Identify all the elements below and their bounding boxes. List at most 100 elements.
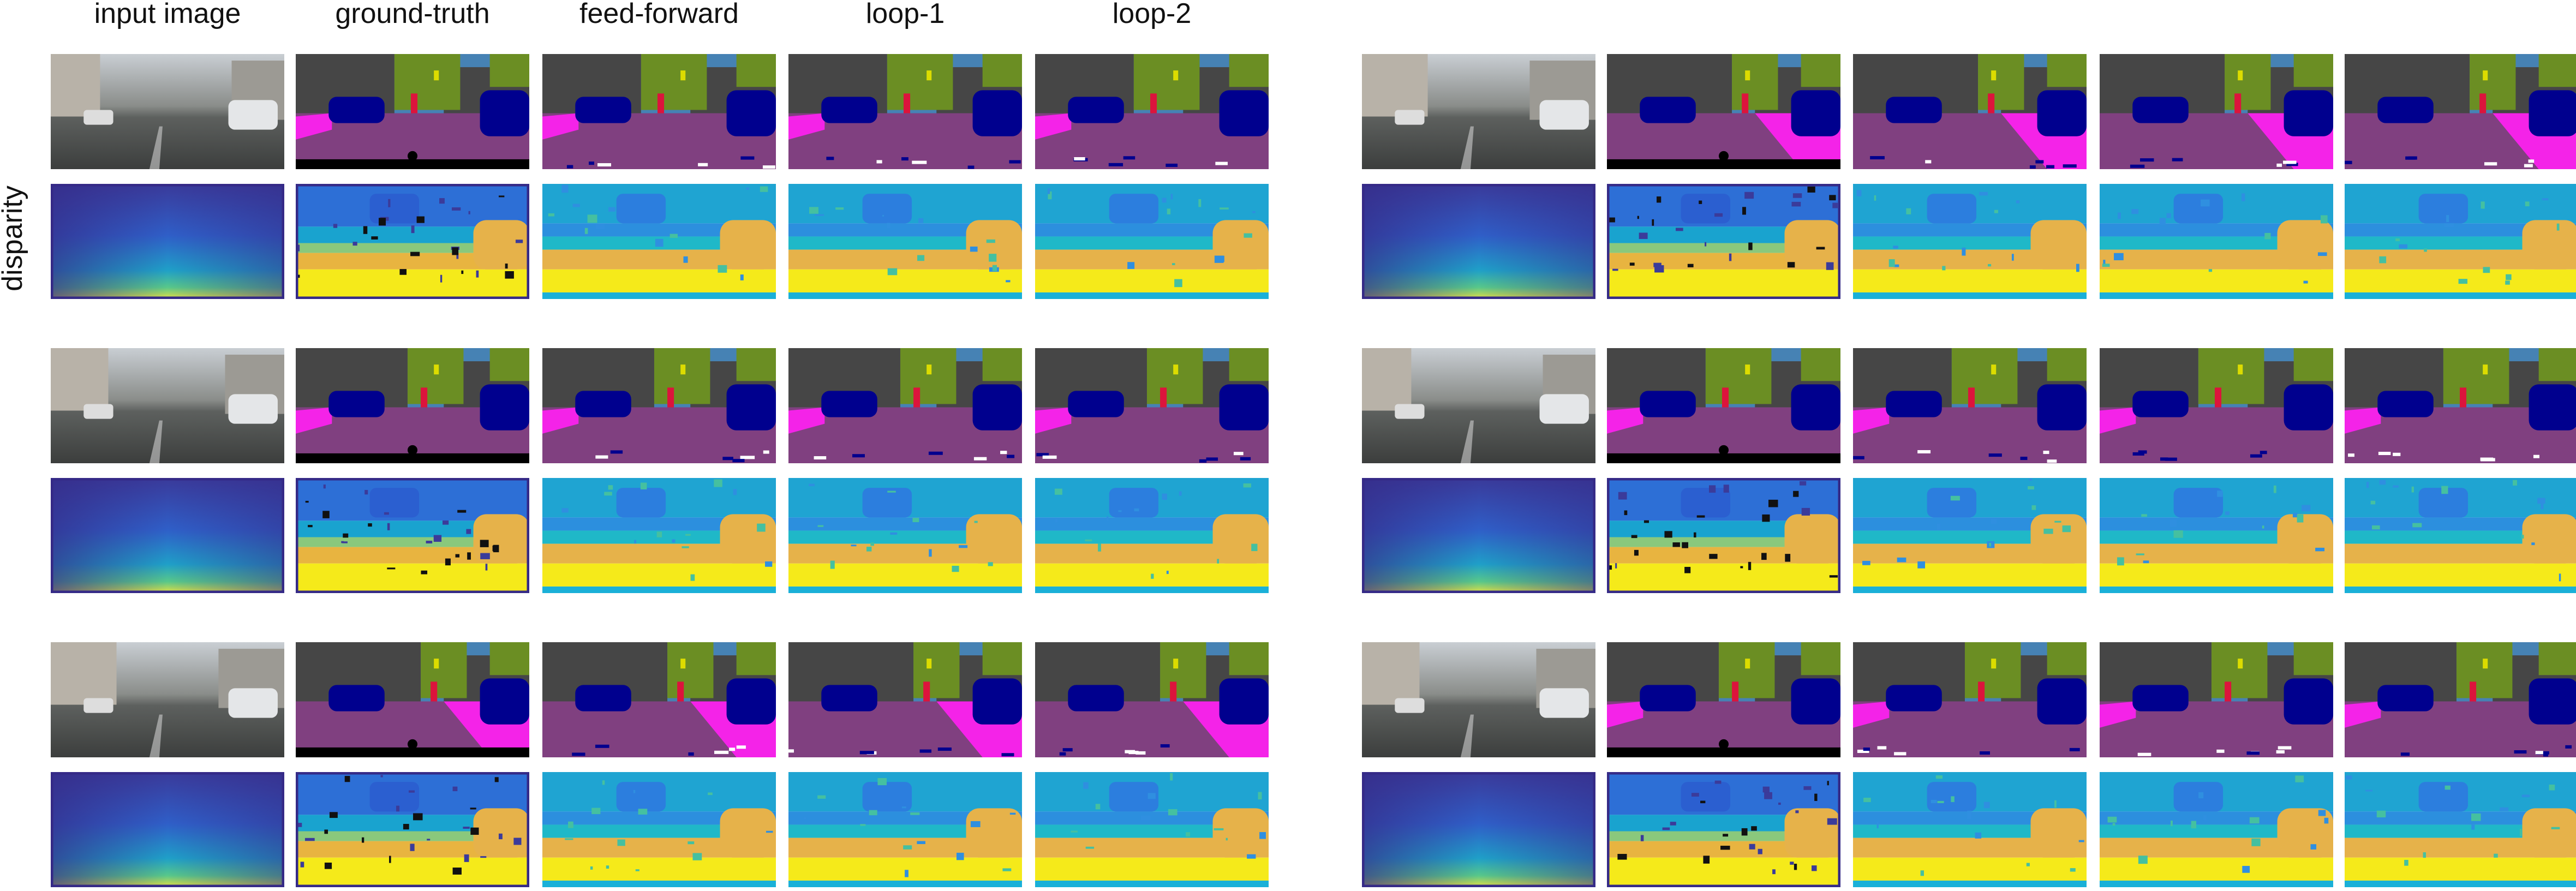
disparity-band: [2100, 563, 2333, 587]
noise: [2278, 746, 2292, 750]
sign: [1173, 70, 1179, 81]
disparity-noise: [464, 854, 469, 862]
car: [1791, 678, 1840, 725]
disparity-noise: [1748, 561, 1752, 570]
vegetation: [1705, 348, 1772, 404]
disparity-noise: [2444, 223, 2454, 228]
vegetation: [982, 54, 1022, 87]
vegetation: [1229, 348, 1269, 381]
disparity-noise: [1983, 802, 1990, 809]
noise: [595, 744, 609, 748]
noise: [2069, 748, 2080, 751]
disparity-noise: [817, 795, 826, 799]
disparity-noise: [2016, 200, 2020, 204]
building: [1362, 642, 1420, 705]
disparity-noise: [515, 240, 523, 243]
disparity-noise: [410, 844, 415, 851]
panel: [2100, 478, 2333, 593]
vegetation: [736, 348, 776, 381]
disparity-noise: [1827, 781, 1829, 786]
disparity-noise: [809, 483, 815, 487]
sidewalk: [2100, 701, 2136, 728]
panel: [2100, 642, 2333, 757]
noise: [2046, 165, 2055, 169]
noise: [2172, 158, 2183, 162]
disparity-noise: [413, 813, 423, 821]
disparity-noise: [480, 553, 490, 559]
vegetation: [736, 54, 776, 87]
disparity-noise: [2317, 252, 2327, 256]
car: [972, 384, 1022, 430]
disparity-noise: [498, 195, 505, 198]
disparity-noise: [638, 809, 648, 815]
disparity-noise: [1758, 848, 1762, 854]
disparity-noise: [1744, 192, 1754, 199]
noise: [2533, 455, 2539, 458]
panel: [2100, 348, 2333, 463]
disparity-noise: [917, 841, 925, 844]
disparity-noise: [1988, 264, 1992, 267]
disparity-noise: [1994, 210, 1998, 213]
disparity-band: [788, 292, 1022, 299]
disparity-noise: [608, 207, 615, 212]
disparity-noise: [1893, 264, 1899, 267]
disparity: [51, 478, 284, 593]
noise: [1001, 753, 1014, 757]
noise: [859, 751, 874, 755]
disparity-noise: [568, 821, 573, 828]
disparity-noise: [655, 238, 664, 247]
person: [1170, 681, 1177, 702]
disparity-noise: [1691, 793, 1699, 797]
disparity-noise: [1812, 865, 1817, 871]
sidewalk: [296, 407, 332, 434]
sidewalk: [542, 407, 579, 434]
disparity-noise: [1748, 242, 1753, 250]
person: [421, 387, 428, 408]
disparity-noise: [708, 792, 713, 796]
disparity-noise: [324, 862, 332, 869]
sign: [1173, 364, 1179, 375]
disparity-noise: [1917, 561, 1926, 569]
panel: [2100, 772, 2333, 887]
disparity-noise: [986, 239, 995, 243]
disparity-noise: [887, 491, 896, 493]
panel: [2100, 54, 2333, 169]
disparity-noise: [505, 271, 514, 279]
noise: [2250, 454, 2262, 458]
car: [2037, 384, 2087, 430]
panel: [1607, 642, 1840, 757]
vegetation: [641, 54, 707, 110]
column-header: ground-truth: [335, 0, 489, 29]
disparity-noise: [1251, 543, 1258, 552]
car: [83, 110, 113, 125]
noise: [2565, 745, 2572, 749]
disparity-noise: [396, 805, 400, 812]
noise: [1215, 162, 1228, 165]
disparity-object: [966, 514, 1022, 564]
disparity-noise: [815, 214, 824, 216]
disparity: [51, 772, 284, 887]
panel: [542, 54, 776, 169]
disparity-object: [369, 782, 420, 812]
disparity-noise: [1682, 542, 1689, 548]
noise: [973, 457, 987, 461]
disparity-noise: [1166, 571, 1169, 575]
disparity-noise: [2471, 813, 2481, 821]
disparity-noise: [470, 808, 476, 810]
person: [1742, 93, 1749, 113]
car: [2377, 97, 2434, 123]
disparity-noise: [1762, 514, 1770, 522]
disparity-noise: [2076, 264, 2079, 272]
noise: [876, 160, 882, 164]
disparity-noise: [2379, 480, 2386, 485]
disparity-band: [1853, 586, 2087, 593]
panel: [1607, 478, 1840, 593]
disparity-noise: [1612, 268, 1618, 271]
disparity-noise: [1186, 832, 1190, 837]
road-mark: [1460, 714, 1474, 757]
disparity-noise: [1827, 818, 1837, 825]
disparity-noise: [1002, 868, 1012, 871]
car: [821, 685, 877, 711]
noise: [1074, 157, 1085, 161]
panel: [542, 348, 776, 463]
